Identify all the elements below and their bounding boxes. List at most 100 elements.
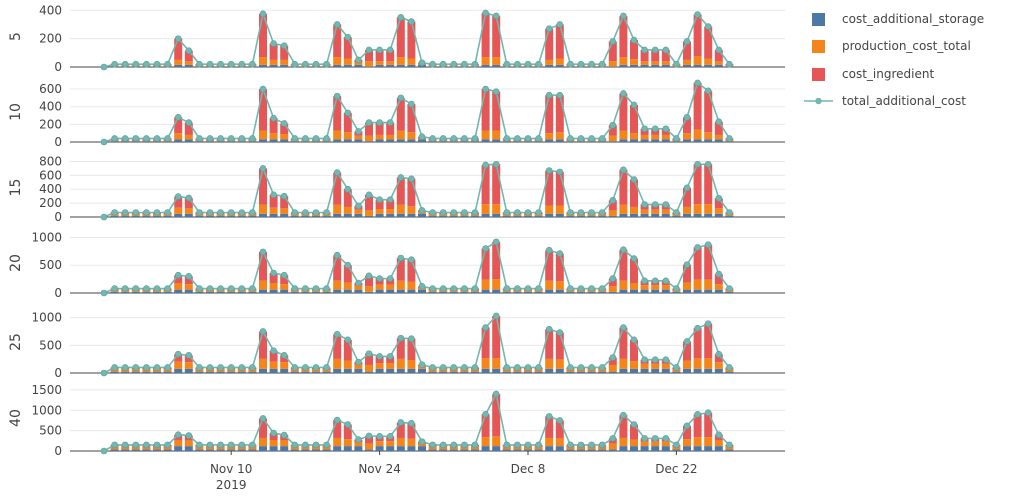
point-total <box>471 209 479 216</box>
bar-production <box>407 132 416 140</box>
x-tick-label: Dec 22 <box>655 462 697 476</box>
bar-storage <box>651 213 660 217</box>
point-total <box>598 364 606 371</box>
bar-production <box>683 360 691 369</box>
bar-production <box>683 133 691 140</box>
panel-y-label: 10 <box>8 103 24 121</box>
legend-marker <box>815 97 822 105</box>
point-total <box>535 364 542 371</box>
point-total <box>673 60 680 68</box>
point-total <box>323 364 330 371</box>
bar-production <box>608 61 617 67</box>
point-total <box>302 135 309 142</box>
point-total <box>429 135 436 142</box>
bar-ingredient <box>693 328 702 359</box>
bar-ingredient <box>375 49 384 62</box>
legend-label: total_additional_cost <box>842 94 966 108</box>
point-total <box>280 271 288 279</box>
bar-ingredient <box>174 196 183 208</box>
bar-storage <box>555 64 564 67</box>
bar-storage <box>630 64 638 67</box>
point-total <box>376 433 383 440</box>
bar-storage <box>121 291 130 293</box>
bar-ingredient <box>608 278 617 287</box>
bar-storage <box>683 368 691 373</box>
bar-ingredient <box>608 125 617 136</box>
bar-production <box>386 209 395 214</box>
point-total <box>694 411 701 418</box>
point-total <box>641 201 648 208</box>
bar-storage <box>683 64 691 67</box>
legend-label: cost_additional_storage <box>842 12 984 26</box>
point-total <box>673 364 680 371</box>
y-tick-label: 600 <box>39 82 62 96</box>
point-total <box>121 209 129 216</box>
bar-ingredient <box>396 17 405 58</box>
bar-production <box>545 133 554 140</box>
bar-storage <box>365 371 373 373</box>
point-total <box>376 119 383 126</box>
bar-storage <box>428 291 437 293</box>
y-tick-label: 500 <box>39 338 62 352</box>
bar-ingredient <box>343 339 352 361</box>
bar-production <box>545 59 554 65</box>
bar-storage <box>142 371 151 373</box>
point-total <box>503 364 511 371</box>
bar-storage <box>449 291 458 293</box>
point-total <box>567 441 574 449</box>
bar-storage <box>714 446 723 451</box>
bar-production <box>407 206 416 214</box>
point-total <box>217 135 224 142</box>
y-tick-label: 0 <box>54 60 62 74</box>
point-total <box>111 441 118 449</box>
bar-storage <box>174 368 183 373</box>
bar-ingredient <box>365 194 373 211</box>
point-total <box>503 60 511 68</box>
point-total <box>333 92 341 100</box>
bar-storage <box>407 64 416 67</box>
bar-storage <box>153 449 161 451</box>
bar-production <box>630 283 638 290</box>
bar-storage <box>513 291 522 293</box>
point-total <box>641 125 648 133</box>
point-total <box>567 209 574 216</box>
point-total <box>217 209 224 216</box>
bar-ingredient <box>407 178 416 207</box>
point-total <box>683 261 691 268</box>
bar-storage <box>153 371 161 373</box>
bar-production <box>619 57 628 65</box>
bar-storage <box>566 371 575 373</box>
point-total <box>355 358 362 366</box>
bar-storage <box>640 139 649 142</box>
point-total <box>514 135 521 142</box>
point-total <box>461 441 468 449</box>
point-total <box>620 166 627 174</box>
bar-ingredient <box>630 339 638 362</box>
bar-storage <box>619 289 628 293</box>
bar-ingredient <box>619 169 628 205</box>
bar-production <box>651 441 660 447</box>
bar-ingredient <box>333 334 342 359</box>
point-total <box>461 60 468 68</box>
bar-storage <box>269 213 278 217</box>
point-total <box>206 209 214 216</box>
point-total <box>429 285 436 292</box>
bar-storage <box>672 291 681 293</box>
bar-production <box>174 440 183 447</box>
bar-ingredient <box>704 90 713 133</box>
bar-storage <box>481 64 490 67</box>
point-total <box>482 411 489 418</box>
point-total <box>620 246 627 253</box>
bar-production <box>693 437 702 447</box>
point-total <box>429 60 436 68</box>
point-total <box>726 135 733 142</box>
bar-storage <box>227 371 236 373</box>
point-total <box>694 244 701 251</box>
point-total <box>715 270 723 278</box>
bar-production <box>375 363 384 369</box>
bar-storage <box>375 213 384 217</box>
point-total <box>355 202 362 210</box>
point-total <box>323 441 330 449</box>
bar-storage <box>195 215 204 217</box>
point-total <box>270 191 277 199</box>
